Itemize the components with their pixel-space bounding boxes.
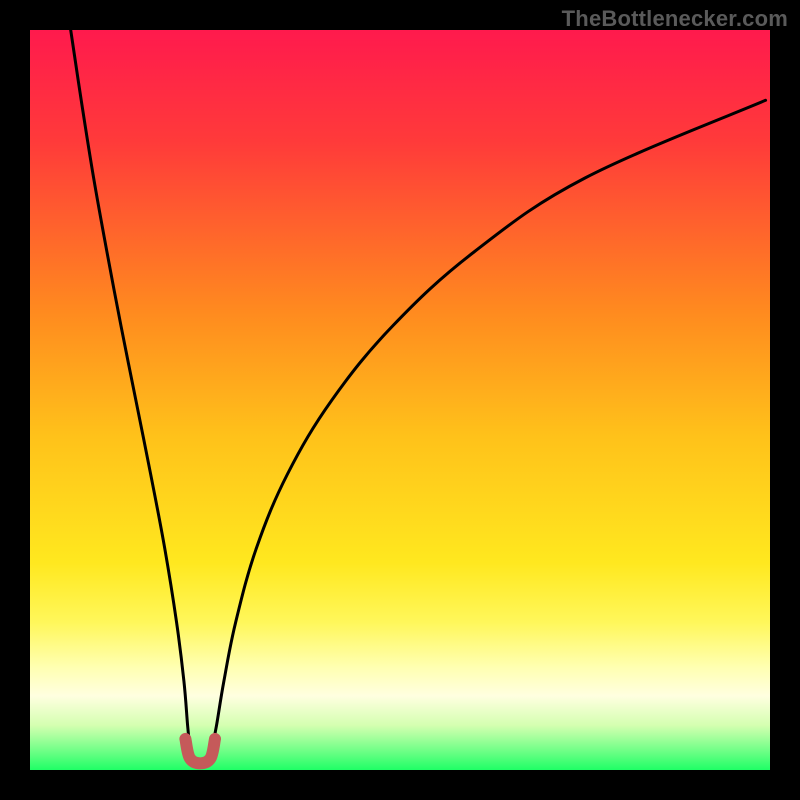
right-curve <box>212 100 766 748</box>
watermark-text: TheBottlenecker.com <box>562 6 788 32</box>
curves-overlay <box>30 30 770 770</box>
chart-canvas: TheBottlenecker.com <box>0 0 800 800</box>
left-curve <box>71 30 190 748</box>
dip-mark <box>185 739 215 763</box>
plot-area <box>30 30 770 770</box>
